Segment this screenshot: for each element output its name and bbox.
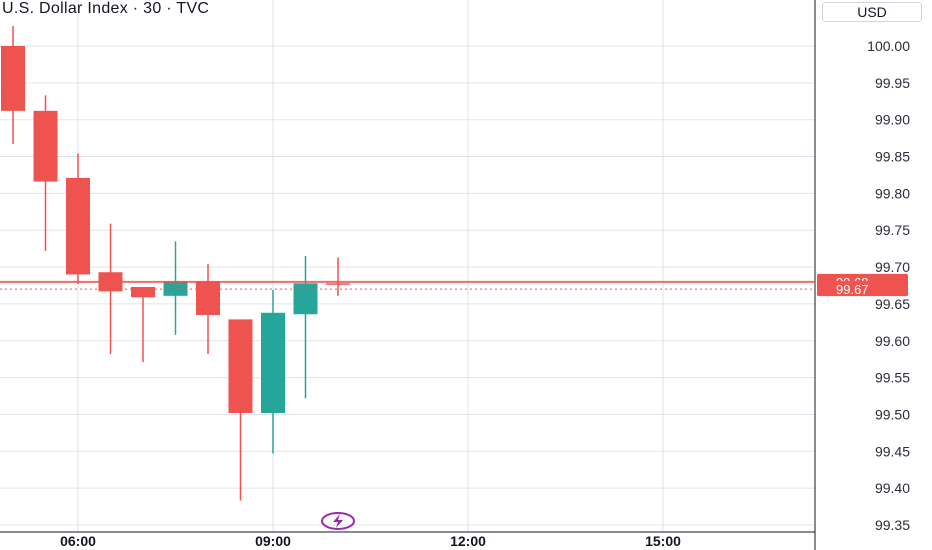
candle: [261, 289, 285, 454]
candle: [293, 256, 318, 399]
price-tick-label: 99.65: [875, 296, 910, 312]
price-tick-label: 99.90: [875, 112, 910, 128]
candle-body: [228, 319, 253, 413]
candle: [163, 241, 188, 335]
price-tick-label: 99.55: [875, 370, 910, 386]
candles: [1, 26, 350, 501]
price-tick-label: 99.45: [875, 443, 910, 459]
time-axis[interactable]: 06:00 09:00 12:00 15:00: [60, 533, 681, 549]
currency-button[interactable]: USD: [822, 2, 922, 22]
candle-body: [1, 46, 25, 111]
chart-title: U.S. Dollar Index · 30 · TVC: [2, 0, 210, 17]
candle: [228, 319, 253, 501]
time-tick-label: 12:00: [450, 533, 486, 549]
prev-close-badge-text: 99.67: [836, 282, 869, 297]
price-tick-label: 99.60: [875, 333, 910, 349]
candle-body: [131, 286, 155, 298]
candle-body: [196, 281, 220, 315]
time-tick-label: 09:00: [255, 533, 291, 549]
candle: [131, 286, 155, 363]
candle: [196, 264, 220, 355]
price-axis[interactable]: 100.00 99.95 99.90 99.85 99.80 99.75 99.70 99.6…: [817, 38, 910, 533]
candle-body: [163, 281, 188, 296]
time-tick-label: 06:00: [60, 533, 96, 549]
candle: [1, 26, 25, 145]
prev-close-badge-bg: [817, 281, 908, 297]
price-tick-label: 99.40: [875, 480, 910, 496]
price-tick-label: 99.95: [875, 75, 910, 91]
candle: [33, 95, 58, 251]
candle-body: [326, 283, 350, 285]
prev-close-badge: 99.67: [817, 281, 908, 297]
plot-border: [0, 0, 816, 550]
price-tick-label: 100.00: [867, 38, 910, 54]
price-tick-label: 99.75: [875, 222, 910, 238]
lightning-icon[interactable]: [321, 512, 355, 530]
candle-body: [33, 110, 58, 182]
price-tick-label: 99.85: [875, 149, 910, 165]
last-price-line: [0, 280, 815, 290]
price-tick-label: 99.50: [875, 406, 910, 422]
candle-body: [261, 312, 285, 413]
candle: [66, 153, 90, 285]
candle-body: [293, 283, 318, 315]
grid: [0, 0, 815, 532]
price-tick-label: 99.70: [875, 259, 910, 275]
price-tick-label: 99.35: [875, 517, 910, 533]
price-tick-label: 99.80: [875, 185, 910, 201]
candle: [326, 257, 350, 296]
candle-body: [66, 177, 90, 275]
time-tick-label: 15:00: [645, 533, 681, 549]
